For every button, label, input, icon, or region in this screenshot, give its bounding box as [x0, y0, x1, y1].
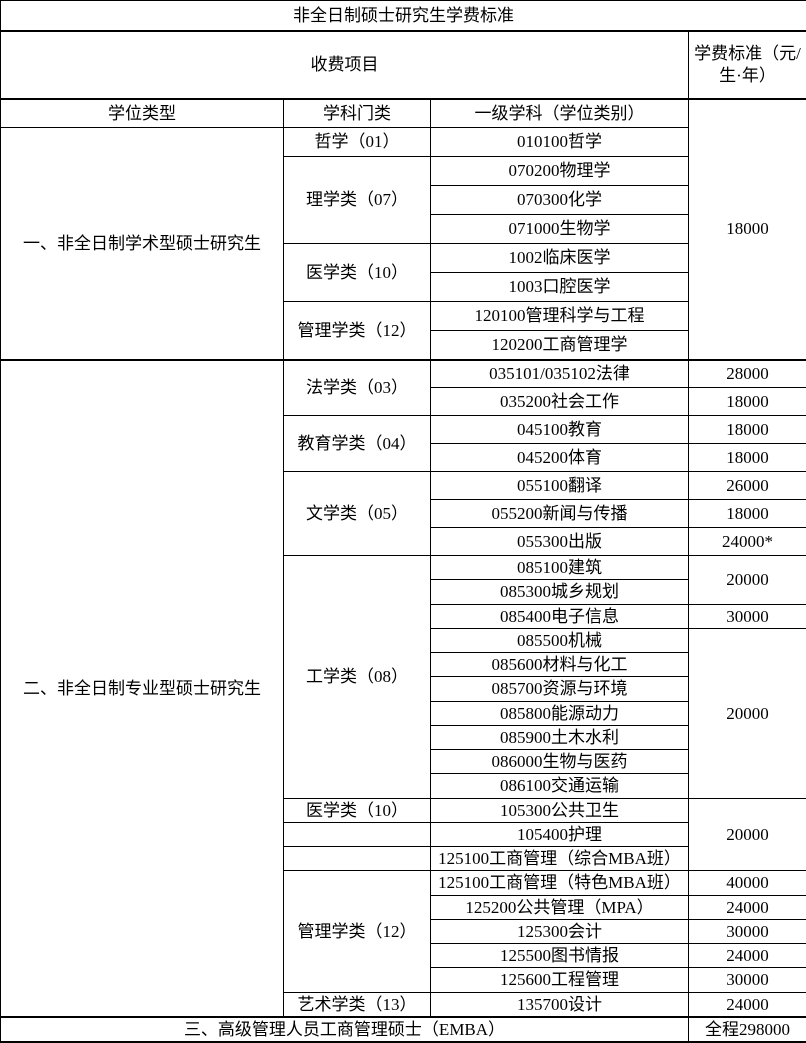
subheader-cell: 学位类型: [1, 99, 284, 128]
discipline-category-cell: 医学类（10）: [284, 798, 431, 822]
discipline-category-cell: 医学类（10）: [284, 244, 431, 302]
subject-cell: 055200新闻与传播: [431, 500, 689, 528]
subject-cell: 125100工商管理（综合MBA班）: [431, 847, 689, 871]
fee-value-cell: 28000: [689, 360, 806, 388]
subject-cell: 085100建筑: [431, 556, 689, 580]
discipline-category-cell: 法学类（03）: [284, 360, 431, 416]
subject-cell: 086100交通运输: [431, 774, 689, 798]
subject-cell: 1002临床医学: [431, 244, 689, 273]
subject-cell: 085900土木水利: [431, 725, 689, 749]
discipline-category-cell: 管理学类（12）: [284, 871, 431, 992]
discipline-category-cell: 文学类（05）: [284, 472, 431, 556]
fee-value-cell: 18000: [689, 444, 806, 472]
subject-cell: 085600材料与化工: [431, 653, 689, 677]
subject-cell: 105400护理: [431, 822, 689, 846]
subject-cell: 071000生物学: [431, 215, 689, 244]
fee-value-cell: 24000: [689, 944, 806, 968]
subheader-cell: 一级学科（学位类别）: [431, 99, 689, 128]
fee-value-cell: 40000: [689, 871, 806, 895]
subject-cell: 120200工商管理学: [431, 331, 689, 360]
subheader-cell: 学科门类: [284, 99, 431, 128]
subject-cell: 086000生物与医药: [431, 750, 689, 774]
discipline-category-cell: 管理学类（12）: [284, 302, 431, 360]
fee-value-cell: 18000: [689, 99, 806, 360]
fee-value-cell: 24000*: [689, 528, 806, 556]
subject-cell: 085300城乡规划: [431, 580, 689, 604]
degree-type-cell: 二、非全日制专业型硕士研究生: [1, 360, 284, 1017]
table-row: 三、高级管理人员工商管理硕士（EMBA）全程298000: [1, 1017, 806, 1042]
subject-cell: 070300化学: [431, 186, 689, 215]
subject-cell: 045100教育: [431, 416, 689, 444]
subject-cell: 125600工程管理: [431, 968, 689, 992]
fee-value-cell: 24000: [689, 992, 806, 1017]
fee-value-cell: 20000: [689, 798, 806, 871]
fee-value-cell: 18000: [689, 416, 806, 444]
discipline-category-cell: 理学类（07）: [284, 157, 431, 244]
discipline-category-cell: 哲学（01）: [284, 128, 431, 157]
subject-cell: 085400电子信息: [431, 604, 689, 628]
table-row: 收费项目学费标准（元/生·年）: [1, 31, 806, 99]
fee-value-cell: 26000: [689, 472, 806, 500]
subject-cell: 045200体育: [431, 444, 689, 472]
subject-cell: 105300公共卫生: [431, 798, 689, 822]
fee-value-cell: 18000: [689, 500, 806, 528]
subject-cell: 070200物理学: [431, 157, 689, 186]
discipline-category-cell: [284, 822, 431, 846]
subject-cell: 035200社会工作: [431, 388, 689, 416]
table-title: 非全日制硕士研究生学费标准: [1, 1, 806, 31]
fee-standard-header: 学费标准（元/生·年）: [689, 31, 806, 99]
subject-cell: 085800能源动力: [431, 701, 689, 725]
table-row: 非全日制硕士研究生学费标准: [1, 1, 806, 31]
discipline-category-cell: 艺术学类（13）: [284, 992, 431, 1017]
subject-cell: 120100管理科学与工程: [431, 302, 689, 331]
subject-cell: 1003口腔医学: [431, 273, 689, 302]
subject-cell: 125100工商管理（特色MBA班）: [431, 871, 689, 895]
degree-type-cell: 三、高级管理人员工商管理硕士（EMBA）: [1, 1017, 689, 1042]
subject-cell: 055300出版: [431, 528, 689, 556]
table-row: 一、非全日制学术型硕士研究生哲学（01）010100哲学: [1, 128, 806, 157]
fee-value-cell: 20000: [689, 556, 806, 605]
fee-value-cell: 30000: [689, 604, 806, 628]
subject-cell: 035101/035102法律: [431, 360, 689, 388]
discipline-category-cell: 教育学类（04）: [284, 416, 431, 472]
degree-type-cell: 一、非全日制学术型硕士研究生: [1, 128, 284, 360]
fee-value-cell: 18000: [689, 388, 806, 416]
table-row: 学位类型学科门类一级学科（学位类别）18000: [1, 99, 806, 128]
fee-value-cell: 30000: [689, 968, 806, 992]
subject-cell: 085700资源与环境: [431, 677, 689, 701]
charge-items-header: 收费项目: [1, 31, 689, 99]
fee-value-cell: 24000: [689, 895, 806, 919]
fee-value-cell: 全程298000: [689, 1017, 806, 1042]
discipline-category-cell: 工学类（08）: [284, 556, 431, 799]
subject-cell: 125300会计: [431, 919, 689, 943]
subject-cell: 055100翻译: [431, 472, 689, 500]
fee-value-cell: 30000: [689, 919, 806, 943]
subject-cell: 125500图书情报: [431, 944, 689, 968]
discipline-category-cell: [284, 847, 431, 871]
fee-value-cell: 20000: [689, 628, 806, 798]
subject-cell: 085500机械: [431, 628, 689, 652]
subject-cell: 010100哲学: [431, 128, 689, 157]
subject-cell: 125200公共管理（MPA）: [431, 895, 689, 919]
subject-cell: 135700设计: [431, 992, 689, 1017]
